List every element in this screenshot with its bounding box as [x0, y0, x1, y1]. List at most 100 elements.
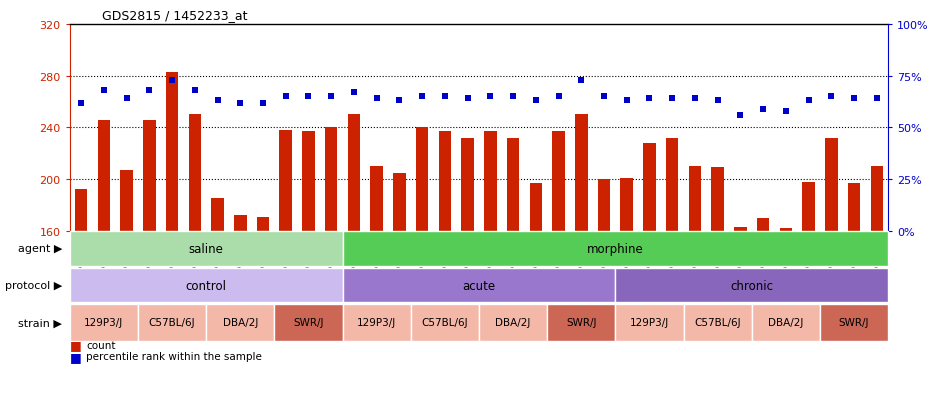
Text: SWR/J: SWR/J — [566, 318, 596, 328]
Point — [369, 96, 384, 102]
Text: GDS2815 / 1452233_at: GDS2815 / 1452233_at — [102, 9, 248, 22]
Point — [596, 94, 611, 100]
Bar — [684, 304, 751, 341]
Point — [642, 96, 657, 102]
Bar — [848, 183, 860, 231]
Point — [73, 100, 88, 107]
Point — [232, 100, 247, 107]
Text: strain ▶: strain ▶ — [19, 318, 62, 328]
Point — [187, 88, 202, 94]
Text: acute: acute — [462, 279, 496, 292]
Bar — [575, 115, 588, 231]
Point — [778, 108, 793, 115]
Point — [687, 96, 702, 102]
Bar — [439, 132, 451, 231]
Text: SWR/J: SWR/J — [293, 318, 324, 328]
Bar — [98, 120, 110, 231]
Bar — [70, 268, 342, 302]
Text: chronic: chronic — [730, 279, 773, 292]
Bar — [348, 115, 360, 231]
Bar — [206, 304, 274, 341]
Text: ■: ■ — [70, 338, 82, 351]
Bar — [411, 304, 479, 341]
Text: saline: saline — [189, 242, 223, 255]
Bar — [211, 199, 224, 231]
Point — [756, 106, 771, 113]
Bar — [507, 138, 519, 231]
Text: morphine: morphine — [587, 242, 644, 255]
Bar — [234, 216, 246, 231]
Bar — [143, 120, 155, 231]
Point — [460, 96, 475, 102]
Bar — [598, 180, 610, 231]
Bar — [711, 168, 724, 231]
Bar — [820, 304, 888, 341]
Bar — [666, 138, 678, 231]
Bar — [342, 304, 411, 341]
Point — [256, 100, 271, 107]
Point — [551, 94, 566, 100]
Point — [278, 94, 293, 100]
Bar — [70, 231, 342, 266]
Point — [324, 94, 339, 100]
Bar — [342, 231, 888, 266]
Bar — [74, 190, 87, 231]
Point — [846, 96, 861, 102]
Text: count: count — [86, 340, 116, 350]
Bar — [870, 167, 883, 231]
Text: 129P3/J: 129P3/J — [85, 318, 124, 328]
Bar — [757, 218, 769, 231]
Bar — [825, 138, 838, 231]
Bar — [644, 144, 656, 231]
Bar — [138, 304, 206, 341]
Point — [574, 77, 589, 84]
Bar — [189, 115, 201, 231]
Bar — [166, 73, 179, 231]
Point — [165, 77, 179, 84]
Bar — [616, 304, 684, 341]
Point — [210, 98, 225, 104]
Bar — [751, 304, 820, 341]
Text: protocol ▶: protocol ▶ — [5, 280, 62, 290]
Bar — [484, 132, 497, 231]
Bar — [279, 131, 292, 231]
Text: DBA/2J: DBA/2J — [496, 318, 531, 328]
Bar — [274, 304, 342, 341]
Bar — [479, 304, 547, 341]
Bar — [734, 228, 747, 231]
Point — [506, 94, 521, 100]
Text: SWR/J: SWR/J — [839, 318, 870, 328]
Bar — [416, 128, 429, 231]
Point — [801, 98, 816, 104]
Point — [711, 98, 725, 104]
Point — [97, 88, 112, 94]
Point — [119, 96, 134, 102]
Bar — [461, 138, 473, 231]
Text: control: control — [186, 279, 227, 292]
Bar — [616, 268, 888, 302]
Bar — [779, 229, 792, 231]
Text: DBA/2J: DBA/2J — [768, 318, 804, 328]
Point — [415, 94, 430, 100]
Bar — [688, 167, 701, 231]
Text: C57BL/6J: C57BL/6J — [149, 318, 195, 328]
Point — [301, 94, 316, 100]
Point — [619, 98, 634, 104]
Text: DBA/2J: DBA/2J — [222, 318, 258, 328]
Bar — [257, 217, 269, 231]
Point — [347, 90, 362, 96]
Bar — [620, 178, 633, 231]
Point — [437, 94, 452, 100]
Text: C57BL/6J: C57BL/6J — [421, 318, 468, 328]
Bar — [552, 132, 565, 231]
Bar — [547, 304, 616, 341]
Bar — [370, 167, 383, 231]
Bar — [529, 183, 542, 231]
Point — [665, 96, 680, 102]
Point — [483, 94, 498, 100]
Point — [870, 96, 884, 102]
Bar — [393, 173, 405, 231]
Text: 129P3/J: 129P3/J — [357, 318, 396, 328]
Text: ■: ■ — [70, 350, 82, 363]
Text: C57BL/6J: C57BL/6J — [695, 318, 741, 328]
